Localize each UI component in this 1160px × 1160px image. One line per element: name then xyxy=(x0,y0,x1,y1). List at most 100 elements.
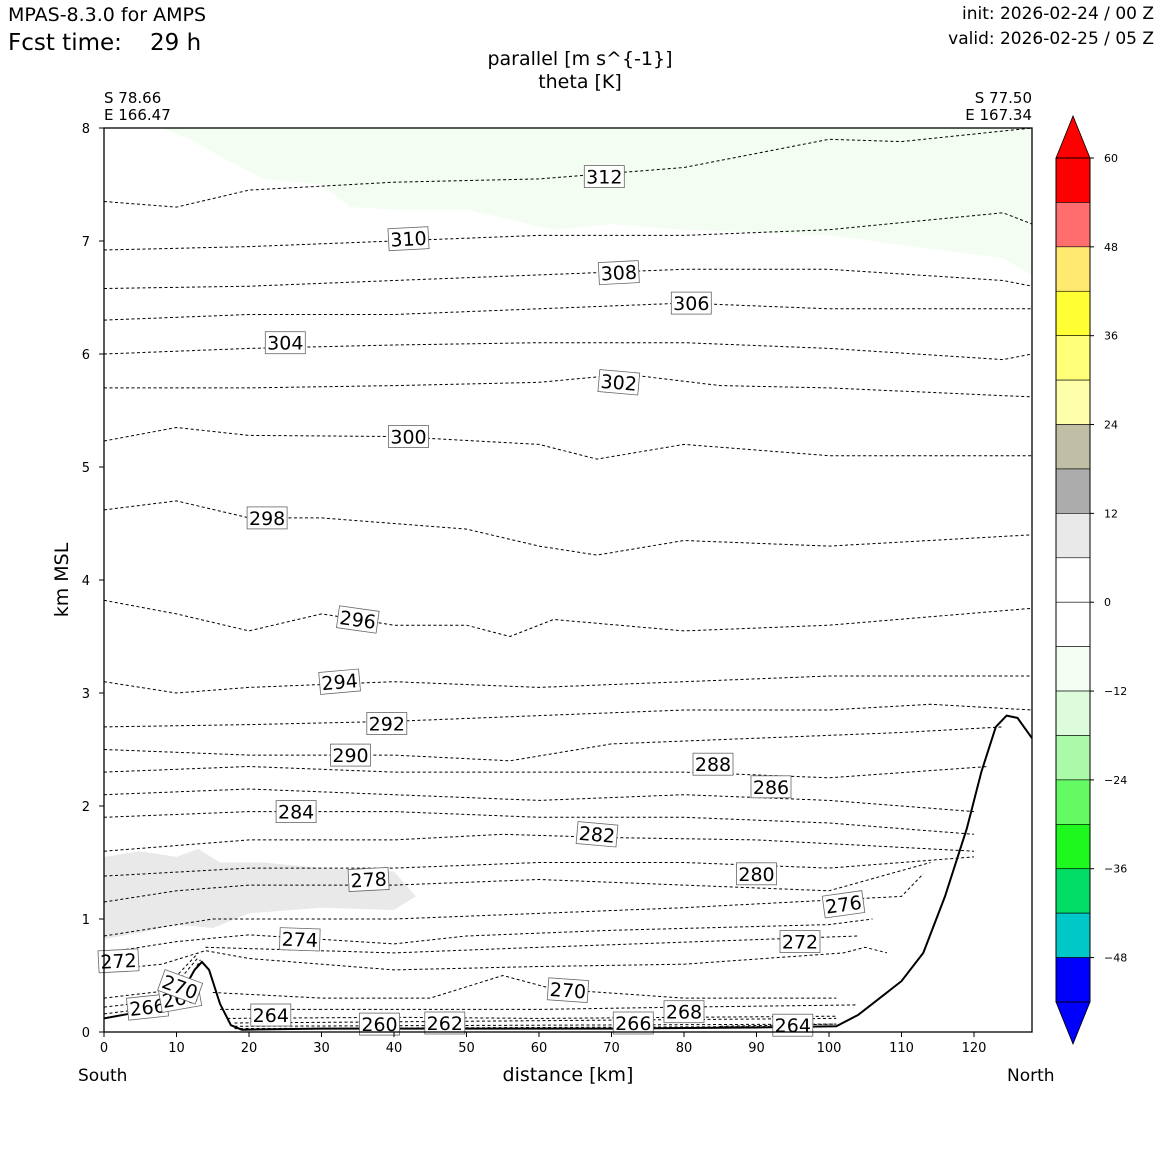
theta-contour-264 xyxy=(234,1017,837,1024)
contour-label-box xyxy=(157,969,204,1005)
contour-label-266: 266 xyxy=(612,1011,654,1035)
x-tick-label: 90 xyxy=(748,1041,765,1056)
colorbar-tick-label: −48 xyxy=(1104,952,1127,965)
right-end-label: North xyxy=(1007,1066,1055,1086)
x-axis-label: distance [km] xyxy=(502,1064,634,1086)
theta-contour-312 xyxy=(104,128,1032,208)
contour-label-box xyxy=(583,165,625,189)
theta-contour-280 xyxy=(104,856,975,877)
theta-contour-296 xyxy=(104,599,1032,638)
contour-label-268: 268 xyxy=(663,1000,705,1024)
contour-label-box xyxy=(279,927,321,952)
colorbar-bin xyxy=(1055,601,1091,647)
colorbar: 60 48 36 24 12 0 −12 −24 −36 −48 xyxy=(1055,114,1127,1046)
contour-label-box xyxy=(612,1011,654,1035)
contour-label-284: 284 xyxy=(275,800,317,824)
y-tick-label: 3 xyxy=(82,687,90,702)
theta-contour-262 xyxy=(234,1023,837,1027)
contour-label-286: 286 xyxy=(750,775,792,799)
contour-label-text: 272 xyxy=(100,950,137,974)
contour-label-text: 300 xyxy=(390,427,426,449)
contour-label-text: 294 xyxy=(321,670,359,695)
contour-label-298: 298 xyxy=(246,506,288,530)
contour-label-260: 260 xyxy=(359,1012,400,1036)
theta-contour-300 xyxy=(104,426,1032,460)
colorbar-tick-label: −24 xyxy=(1104,774,1127,787)
theta-contour-308 xyxy=(104,268,1032,289)
contour-label-text: 282 xyxy=(578,823,616,848)
theta-contour-264 xyxy=(720,1023,837,1027)
contour-label-box xyxy=(750,775,792,799)
contour-label-text: 308 xyxy=(600,262,637,286)
contour-label-text: 260 xyxy=(361,1014,397,1036)
contour-label-box xyxy=(330,743,371,767)
forecast-time-value: 29 h xyxy=(150,30,202,56)
contour-label-294: 294 xyxy=(318,668,361,695)
contour-label-box xyxy=(692,752,734,776)
theta-contour-286 xyxy=(104,788,975,813)
init-time: init: 2026-02-24 / 00 Z xyxy=(961,4,1154,24)
theta-contour-302 xyxy=(104,373,1032,398)
model-title: MPAS-8.3.0 for AMPS xyxy=(8,4,207,26)
contour-label-box xyxy=(318,668,361,695)
theta-contour-268 xyxy=(220,1004,859,1010)
theta-contour-292 xyxy=(104,703,1032,728)
contour-label-text: 264 xyxy=(775,1015,811,1037)
contour-label-box xyxy=(387,226,430,252)
colorbar-bin xyxy=(1055,912,1091,958)
colorbar-tick-label: −12 xyxy=(1104,685,1127,698)
contour-label-box xyxy=(779,930,821,953)
colorbar-bin xyxy=(1055,290,1091,336)
colorbar-frame xyxy=(1055,157,1091,1003)
contour-label-text: 288 xyxy=(695,754,731,776)
right-point-lon: E 167.34 xyxy=(965,106,1032,124)
shaded-region-1 xyxy=(104,848,416,940)
shaded-region-0 xyxy=(162,128,1032,275)
contour-label-text: 280 xyxy=(738,864,774,886)
contour-label-text: 310 xyxy=(390,228,427,252)
contour-label-text: 296 xyxy=(338,607,377,634)
contour-label-292: 292 xyxy=(366,712,408,736)
colorbar-tick-label: 36 xyxy=(1104,330,1118,343)
theta-contour-272 xyxy=(104,946,888,971)
x-tick-label: 40 xyxy=(386,1041,403,1056)
theta-contour-266 xyxy=(104,959,201,1015)
contour-label-box xyxy=(366,712,408,735)
colorbar-bin xyxy=(1055,468,1091,514)
contour-label-box xyxy=(336,605,380,634)
left-point-lat: S 78.66 xyxy=(104,89,162,107)
contour-label-272: 272 xyxy=(97,948,140,974)
colorbar-tick-label: −36 xyxy=(1104,863,1127,876)
contour-label-text: 274 xyxy=(281,929,318,952)
x-tick-label: 120 xyxy=(962,1041,987,1056)
contour-label-278: 278 xyxy=(347,867,390,892)
theta-contour-288 xyxy=(104,765,989,779)
theta-contour-294 xyxy=(104,675,1032,694)
y-tick-label: 7 xyxy=(82,235,90,250)
contour-label-box xyxy=(250,1003,292,1027)
theta-contour-270 xyxy=(104,952,199,999)
y-tick-label: 1 xyxy=(82,913,90,928)
plot-area xyxy=(104,128,1032,1031)
y-tick-label: 0 xyxy=(82,1026,90,1041)
contour-label-text: 286 xyxy=(753,777,789,799)
contour-label-box xyxy=(388,425,429,448)
contour-label-308: 308 xyxy=(597,260,640,286)
contour-label-264: 264 xyxy=(772,1013,814,1037)
contour-label-text: 298 xyxy=(249,508,285,530)
colorbar-bin xyxy=(1055,557,1091,603)
contour-label-text: 290 xyxy=(332,745,368,767)
theta-contour-310 xyxy=(104,212,1032,251)
contour-label-282: 282 xyxy=(575,821,619,848)
contour-label-text: 276 xyxy=(824,892,863,919)
x-tick-label: 100 xyxy=(817,1041,842,1056)
contour-label-262: 262 xyxy=(424,1011,466,1035)
contour-label-text: 304 xyxy=(267,333,303,355)
contour-label-306: 306 xyxy=(670,291,712,315)
colorbar-bin xyxy=(1055,779,1091,825)
colorbar-bin xyxy=(1055,379,1091,425)
contour-label-304: 304 xyxy=(264,331,306,355)
colorbar-tick-label: 0 xyxy=(1104,596,1111,609)
contour-label-264: 264 xyxy=(250,1003,292,1027)
